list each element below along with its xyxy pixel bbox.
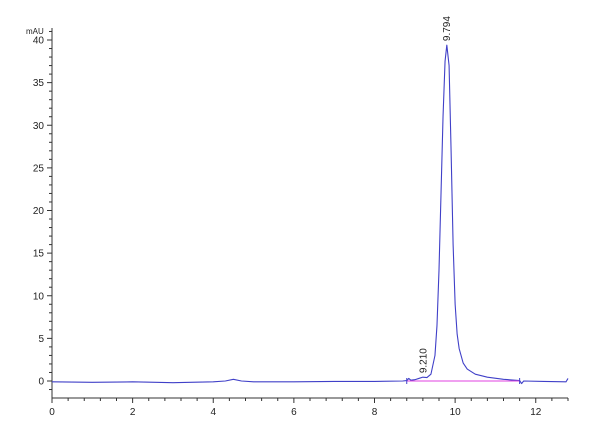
peak-label: 9.210 <box>418 348 429 373</box>
axes <box>51 28 568 399</box>
y-tick-label: 15 <box>33 249 45 260</box>
y-tick-label: 0 <box>38 377 44 388</box>
x-tick-label: 6 <box>291 407 297 418</box>
tick-labels: 0 5 10 15 20 25 30 35 40 0 2 4 6 8 10 12 <box>33 36 542 419</box>
x-tick-label: 4 <box>210 407 216 418</box>
x-tick-label: 10 <box>450 407 462 418</box>
y-tick-label: 35 <box>33 78 45 89</box>
peak-annotations: 9.210 9.794 <box>418 16 453 374</box>
x-tick-label: 0 <box>49 407 55 418</box>
y-tick-label: 40 <box>33 36 45 47</box>
x-tick-label: 8 <box>372 407 378 418</box>
y-tick-label: 20 <box>33 206 45 217</box>
series-lines <box>51 44 569 385</box>
x-tick-label: 12 <box>530 407 542 418</box>
y-tick-label: 5 <box>38 334 44 345</box>
y-tick-label: 25 <box>33 163 45 174</box>
tick-marks <box>47 30 569 403</box>
signal-trace <box>51 44 569 385</box>
y-axis-unit-label: mAU <box>26 27 44 36</box>
peak-label: 9.794 <box>442 16 453 41</box>
y-tick-label: 10 <box>33 291 45 302</box>
y-tick-label: 30 <box>33 121 45 132</box>
x-tick-label: 2 <box>130 407 136 418</box>
